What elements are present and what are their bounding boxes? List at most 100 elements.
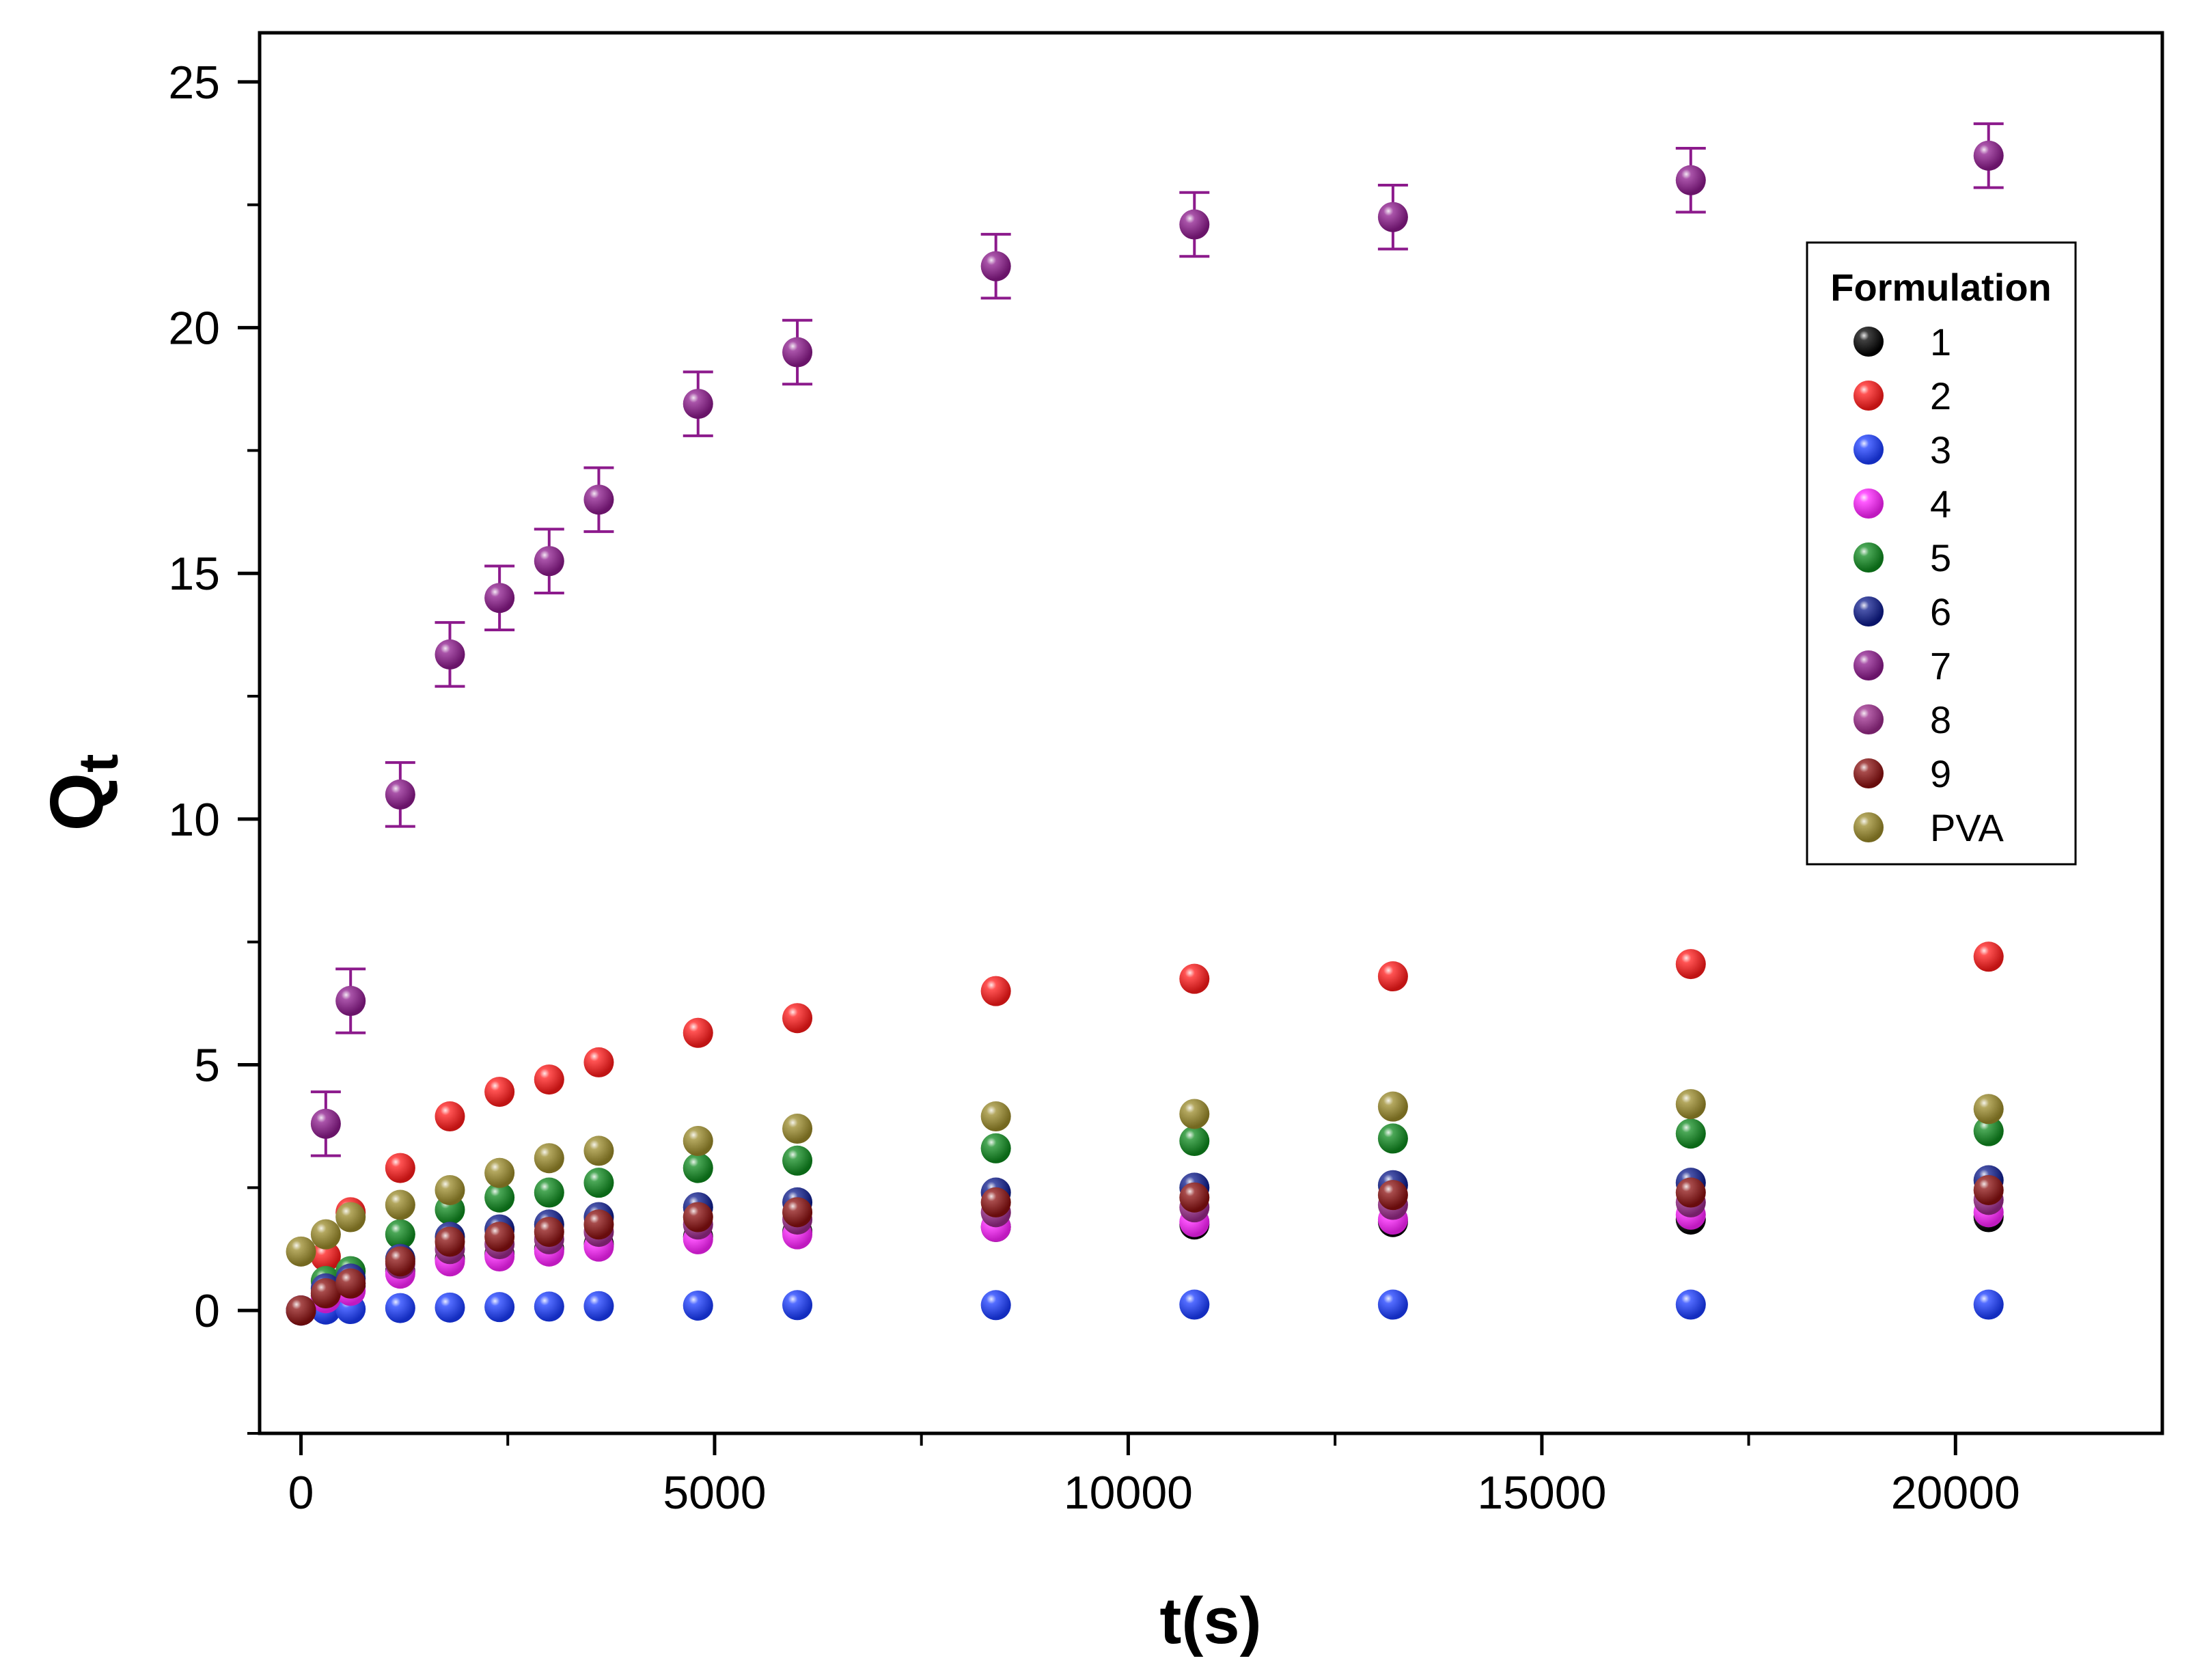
legend-label-7: 7: [1930, 644, 1951, 687]
point-series-9: [980, 1187, 1011, 1217]
point-series-PVA-shine: [1179, 1099, 1210, 1129]
point-series-PVA: [385, 1189, 415, 1220]
point-series-7: [1675, 165, 1706, 195]
legend-label-1: 1: [1930, 320, 1951, 363]
point-series-2-shine: [782, 1003, 813, 1034]
point-series-PVA: [1973, 1094, 2004, 1125]
legend-label-8: 8: [1930, 698, 1951, 741]
point-series-9: [1973, 1174, 2004, 1205]
legend-marker-5-shine: [1854, 542, 1884, 573]
legend-label-3: 3: [1930, 428, 1951, 471]
legend-marker-3-shine: [1854, 435, 1884, 465]
point-series-9-shine: [385, 1246, 415, 1277]
point-series-2: [1973, 941, 2004, 972]
point-series-2: [484, 1077, 515, 1107]
point-series-5: [980, 1133, 1011, 1163]
point-series-3-shine: [435, 1292, 465, 1323]
legend-marker-2: [1854, 381, 1884, 411]
point-series-9-shine: [310, 1278, 341, 1308]
point-series-2: [980, 976, 1011, 1006]
point-series-9: [1179, 1182, 1210, 1213]
point-series-PVA: [1675, 1089, 1706, 1120]
point-series-5-shine: [385, 1219, 415, 1250]
point-series-7: [1179, 209, 1210, 240]
legend-marker-2-shine: [1854, 381, 1884, 411]
point-series-7: [1377, 202, 1408, 232]
point-series-9-shine: [1377, 1180, 1408, 1211]
plot-frame: [258, 31, 2164, 1435]
point-series-PVA: [1179, 1099, 1210, 1129]
point-series-5-shine: [980, 1133, 1011, 1163]
point-series-PVA-shine: [385, 1189, 415, 1220]
point-series-5-shine: [1179, 1126, 1210, 1157]
point-series-5-shine: [484, 1182, 515, 1213]
point-series-9: [484, 1222, 515, 1252]
y-tick-label: 0: [194, 1285, 220, 1337]
x-tick-label: 20000: [1891, 1467, 2020, 1519]
point-series-5: [1973, 1116, 2004, 1146]
legend-marker-7-shine: [1854, 650, 1884, 680]
point-series-PVA-shine: [980, 1101, 1011, 1132]
point-series-9-shine: [484, 1222, 515, 1252]
point-series-2: [683, 1017, 713, 1048]
point-series-PVA-shine: [1973, 1094, 2004, 1125]
point-series-9: [385, 1246, 415, 1277]
point-series-5: [683, 1153, 713, 1183]
error-bars: [310, 122, 2004, 1157]
point-series-5: [534, 1177, 564, 1208]
point-series-PVA: [683, 1126, 713, 1157]
point-series-PVA-shine: [1675, 1089, 1706, 1120]
y-tick-label: 10: [168, 794, 220, 846]
point-series-3-shine: [534, 1291, 564, 1322]
legend-label-6: 6: [1930, 590, 1951, 633]
point-series-7-shine: [385, 779, 415, 810]
y-tick-label: 5: [194, 1040, 220, 1092]
point-series-3: [980, 1290, 1011, 1321]
legend-marker-8: [1854, 704, 1884, 734]
point-series-2-shine: [1377, 961, 1408, 992]
point-series-9-shine: [583, 1209, 614, 1240]
point-series-2: [385, 1153, 415, 1183]
point-series-PVA-shine: [335, 1202, 366, 1233]
point-series-2: [310, 1241, 341, 1272]
point-series-5-shine: [1675, 1118, 1706, 1149]
legend-marker-9-shine: [1854, 758, 1884, 788]
point-series-9: [1377, 1180, 1408, 1211]
point-series-7: [335, 986, 366, 1017]
point-series-9-shine: [1675, 1177, 1706, 1208]
point-series-3-shine: [583, 1291, 614, 1321]
point-series-9-shine: [1179, 1182, 1210, 1213]
y-axis-title: Qt: [35, 754, 130, 831]
point-series-2-shine: [385, 1153, 415, 1183]
point-series-2: [1675, 949, 1706, 980]
point-series-3: [1973, 1289, 2004, 1320]
point-series-7: [534, 546, 564, 577]
point-series-7-shine: [782, 337, 813, 368]
point-series-3-shine: [1973, 1289, 2004, 1320]
point-series-5-shine: [1973, 1116, 2004, 1146]
point-series-3-shine: [782, 1290, 813, 1321]
point-series-9-shine: [286, 1295, 316, 1326]
point-series-9: [335, 1268, 366, 1299]
legend-marker-4-shine: [1854, 488, 1884, 519]
x-tick-label: 10000: [1064, 1467, 1193, 1519]
point-series-PVA-shine: [534, 1143, 564, 1174]
point-series-PVA: [1377, 1091, 1408, 1122]
point-series-PVA-shine: [484, 1157, 515, 1188]
point-series-PVA-shine: [583, 1135, 614, 1166]
point-series-5: [782, 1145, 813, 1176]
point-series-2-shine: [980, 976, 1011, 1006]
point-series-5-shine: [534, 1177, 564, 1208]
point-series-5: [583, 1168, 614, 1198]
point-series-7-shine: [683, 389, 713, 419]
legend-items: 1 2 3 4 5 6 7 8 9 PVA: [1854, 320, 2004, 849]
point-series-7: [782, 337, 813, 368]
point-series-5: [1675, 1118, 1706, 1149]
point-series-9: [782, 1197, 813, 1228]
point-series-7-shine: [335, 986, 366, 1017]
point-series-2: [1179, 963, 1210, 994]
point-series-2-shine: [583, 1047, 614, 1077]
point-series-PVA-shine: [683, 1126, 713, 1157]
point-series-7: [310, 1108, 341, 1139]
